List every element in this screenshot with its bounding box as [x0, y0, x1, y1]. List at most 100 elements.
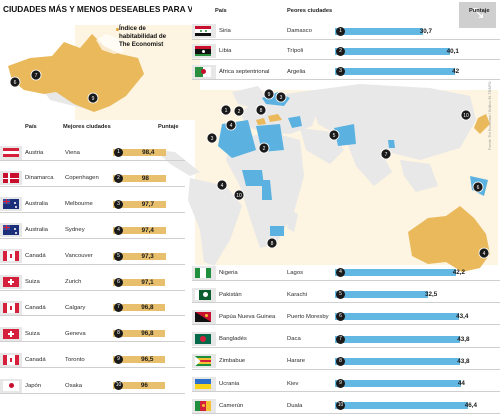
- syria-shape: [288, 116, 302, 128]
- map-marker: 2: [233, 105, 245, 117]
- nigeria-flag-part: [205, 267, 211, 278]
- libya-flag-part: [195, 46, 211, 49]
- map-marker-dot: [263, 88, 275, 100]
- map-marker-rank: 10: [236, 193, 242, 199]
- switzerland-flag: [3, 328, 19, 339]
- map-marker-rank: 7: [385, 152, 388, 158]
- map-marker-rank: 9: [92, 96, 95, 102]
- landmass-south-america: [188, 178, 242, 266]
- papua-new-guinea-flag: [195, 311, 211, 322]
- cameroon-flag: [195, 400, 211, 411]
- map-marker: 7: [380, 148, 392, 160]
- map-marker-rank: 3: [211, 136, 214, 142]
- map-marker: 3: [206, 132, 218, 144]
- libya-flag-part: [201, 50, 205, 54]
- australia-flag-part: [3, 225, 19, 236]
- map-marker-dot: [478, 247, 490, 259]
- pakistan-flag: [195, 289, 211, 300]
- best-header-score: Puntaje: [158, 124, 179, 130]
- nigeria-flag-part: [195, 267, 201, 278]
- syria-flag: [195, 26, 211, 36]
- map-marker-rank: 6: [14, 80, 17, 86]
- landmass-japan: [460, 112, 476, 136]
- map-marker-rank: 6: [477, 185, 480, 191]
- expand-button[interactable]: [459, 2, 496, 28]
- map-marker-dot: [460, 109, 472, 121]
- best-header-country: País: [25, 124, 37, 130]
- index-label-line: habitabilidad de: [119, 33, 167, 40]
- syria-flag-part: [195, 32, 211, 36]
- switzerland-flag-part: [7, 332, 15, 335]
- papua-new-guinea-flag-part: [205, 313, 209, 317]
- bangladesh-shape: [388, 140, 395, 148]
- zimbabwe-flag-part: [195, 360, 211, 363]
- switzerland-shape: [256, 118, 266, 125]
- syria-flag-part: [199, 30, 202, 33]
- landmass-madagascar: [287, 210, 298, 232]
- australia-flag-part: [3, 201, 11, 203]
- austria-flag-part: [3, 154, 19, 158]
- map-marker: 4: [225, 119, 237, 131]
- map-marker-dot: [380, 148, 392, 160]
- canada-flag-part: [15, 302, 19, 313]
- map-marker-rank: 2: [238, 109, 241, 115]
- map-marker: 8: [266, 237, 278, 249]
- zimbabwe-flag-part: [195, 362, 211, 365]
- map-marker-rank: 4: [483, 251, 486, 257]
- source-credit: Fuente: The Economist / Gráfico: EL TIEM…: [488, 81, 492, 150]
- austria-flag-part: [3, 150, 19, 155]
- map-marker: 9: [87, 92, 99, 104]
- australia-flag: [3, 199, 19, 210]
- canada-flag-part: [9, 357, 13, 362]
- australia-flag-part: [15, 231, 17, 234]
- map-marker-dot: [233, 105, 245, 117]
- australia-flag-part: [15, 205, 17, 208]
- libya-flag-part: [195, 53, 211, 57]
- australia-flag-part: [3, 199, 19, 210]
- canada-flag: [3, 354, 19, 365]
- map-marker-dot: [220, 104, 232, 116]
- cameroon-flag-part: [205, 400, 211, 411]
- map-marker-dot: [472, 181, 484, 193]
- japan-shape: [474, 114, 490, 134]
- page-title: CIUDADES MÁS Y MENOS DESEABLES PARA VIVI…: [3, 4, 192, 14]
- map-marker-rank: 8: [260, 108, 263, 114]
- map-marker: 1: [220, 104, 232, 116]
- map-marker-dot: [233, 189, 245, 201]
- zimbabwe-flag-part: [195, 356, 201, 367]
- index-label-line: Índice de: [119, 25, 146, 32]
- map-marker-rank: 1: [225, 108, 228, 114]
- algeria-flag: [195, 66, 211, 77]
- map-marker-dot: [255, 104, 267, 116]
- zimbabwe-flag: [195, 356, 211, 367]
- canada-flag: [3, 251, 19, 262]
- canada-flag-part: [9, 254, 13, 259]
- landmass-asia: [300, 84, 476, 160]
- nigeria-flag: [195, 267, 211, 278]
- landmass-south-asia: [346, 140, 392, 186]
- map-marker-rank: 8: [271, 241, 274, 247]
- map-marker: 4: [478, 247, 490, 259]
- switzerland-flag-part: [7, 281, 15, 283]
- map-marker-dot: [30, 69, 42, 81]
- zimbabwe-flag-part: [195, 358, 211, 361]
- algeria-shape: [218, 120, 256, 158]
- ukraine-flag-part: [195, 378, 211, 384]
- hudson-bay: [96, 34, 124, 54]
- cameroon-flag-part: [195, 400, 201, 411]
- map-marker-dot: [206, 132, 218, 144]
- map-marker-dot: [87, 92, 99, 104]
- libya-flag: [195, 46, 211, 57]
- map-marker-rank: 9: [268, 92, 271, 98]
- australia-flag-part: [14, 201, 17, 204]
- pakistan-flag-part: [195, 289, 199, 300]
- canada-flag-part: [3, 251, 7, 262]
- map-marker-dot: [9, 76, 21, 88]
- map-marker: 2: [258, 142, 270, 154]
- syria-flag-part: [195, 26, 211, 30]
- nigeria-flag-part: [200, 267, 206, 278]
- map-marker-dot: [216, 179, 228, 191]
- algeria-flag-part: [203, 66, 211, 77]
